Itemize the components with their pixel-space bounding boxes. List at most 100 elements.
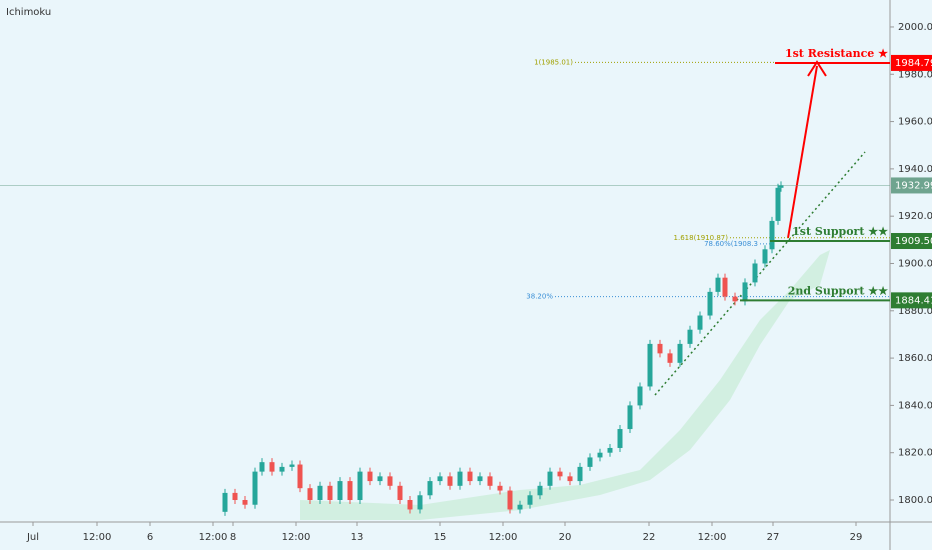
y-tick-label: 2000.00 <box>898 22 932 33</box>
y-tick-label: 1840.00 <box>898 400 932 411</box>
y-tick-label: 1800.00 <box>898 495 932 506</box>
candle-body <box>289 464 295 467</box>
level-label: 2nd Support ★★ <box>788 284 888 297</box>
level-value-label: 1909.50 <box>895 236 932 247</box>
x-tick-label: 6 <box>147 532 153 543</box>
candle-body <box>427 481 433 496</box>
candle-body <box>467 471 473 482</box>
candle-body <box>687 329 693 344</box>
candle-body <box>742 282 748 302</box>
candle-body <box>497 485 503 491</box>
candle-body <box>487 476 493 486</box>
x-tick-label: 29 <box>850 532 863 543</box>
candle-body <box>537 485 543 496</box>
candle-body <box>577 466 583 482</box>
candle-body <box>327 485 333 501</box>
candle-body <box>457 471 463 486</box>
candle-body <box>647 343 653 387</box>
candle-body <box>597 452 603 458</box>
x-tick-label: 15 <box>434 532 447 543</box>
x-tick-label: 27 <box>767 532 780 543</box>
candle-body <box>677 343 683 363</box>
x-tick-label: Jul <box>26 532 39 543</box>
candle-body <box>607 447 613 453</box>
candle-body <box>617 429 623 448</box>
y-tick-label: 1940.00 <box>898 164 932 175</box>
fib-label: 1(1985.01) <box>534 58 573 66</box>
candle-body <box>517 504 523 510</box>
candle-body <box>697 315 703 330</box>
level-label: 1st Resistance ★ <box>785 47 888 60</box>
ichimoku-cloud <box>300 250 830 520</box>
level-tag <box>891 54 932 71</box>
candle-body <box>752 263 758 283</box>
candle-body <box>477 476 483 482</box>
projection-arrow <box>787 65 818 239</box>
y-tick-label: 1860.00 <box>898 353 932 364</box>
candle-body <box>447 476 453 486</box>
candle-body <box>407 500 413 510</box>
candle-body <box>637 386 643 406</box>
candle-body <box>357 471 363 501</box>
candle-body <box>587 457 593 467</box>
x-tick-label: 8 <box>230 532 236 543</box>
candle-body <box>347 481 353 501</box>
candle-body <box>377 476 383 482</box>
candle-body <box>317 485 323 501</box>
x-tick-label: 12:00 <box>199 532 228 543</box>
candle-body <box>279 466 285 472</box>
level-tag <box>891 233 932 250</box>
candle-body <box>222 492 228 512</box>
candle-body <box>769 220 775 250</box>
candle-body <box>567 476 573 482</box>
candle-body <box>627 405 633 430</box>
candle-body <box>437 476 443 482</box>
candle-body <box>762 249 768 264</box>
candle-body <box>387 476 393 486</box>
candle-body <box>397 485 403 501</box>
level-label: 1st Support ★★ <box>792 225 888 238</box>
candle-body <box>259 462 265 472</box>
y-tick-label: 1920.00 <box>898 211 932 222</box>
x-tick-label: 20 <box>559 532 572 543</box>
x-tick-label: 12:00 <box>282 532 311 543</box>
level-value-label: 1884.41 <box>895 295 932 306</box>
y-tick-label: 1900.00 <box>898 258 932 269</box>
level-tag <box>891 292 932 309</box>
y-tick-label: 1880.00 <box>898 306 932 317</box>
last-price-label: 1932.99 <box>895 180 932 191</box>
candle-body <box>417 495 423 510</box>
candle-body <box>252 471 258 505</box>
y-tick-label: 1980.00 <box>898 69 932 80</box>
y-tick-label: 1820.00 <box>898 448 932 459</box>
candle-body <box>732 296 738 302</box>
fib-label: 38.20% <box>526 293 553 301</box>
x-tick-label: 12:00 <box>698 532 727 543</box>
candle-body <box>232 492 238 501</box>
indicator-name: Ichimoku <box>6 7 51 18</box>
candle-body <box>269 462 275 472</box>
candle-body <box>367 471 373 482</box>
candle-body <box>307 488 313 501</box>
candle-body <box>667 353 673 363</box>
candle-body <box>715 277 721 292</box>
candle-body <box>297 464 303 489</box>
candle-body <box>242 500 248 505</box>
candle-body <box>507 490 513 510</box>
trend-line <box>654 151 866 396</box>
candle-body <box>547 471 553 486</box>
x-tick-label: 12:00 <box>83 532 112 543</box>
fib-label: 78.60%(1908.3 <box>704 240 758 248</box>
y-tick-label: 1960.00 <box>898 117 932 128</box>
candle-body <box>657 343 663 354</box>
candle-body <box>775 187 781 221</box>
candle-body <box>557 471 563 477</box>
fib-label: 1.618(1910.87) <box>674 234 729 242</box>
candle-body <box>778 185 784 188</box>
candle-body <box>527 495 533 505</box>
last-price-tag <box>891 177 932 194</box>
level-value-label: 1984.79 <box>895 58 932 69</box>
x-tick-label: 13 <box>351 532 364 543</box>
x-tick-label: 22 <box>643 532 656 543</box>
